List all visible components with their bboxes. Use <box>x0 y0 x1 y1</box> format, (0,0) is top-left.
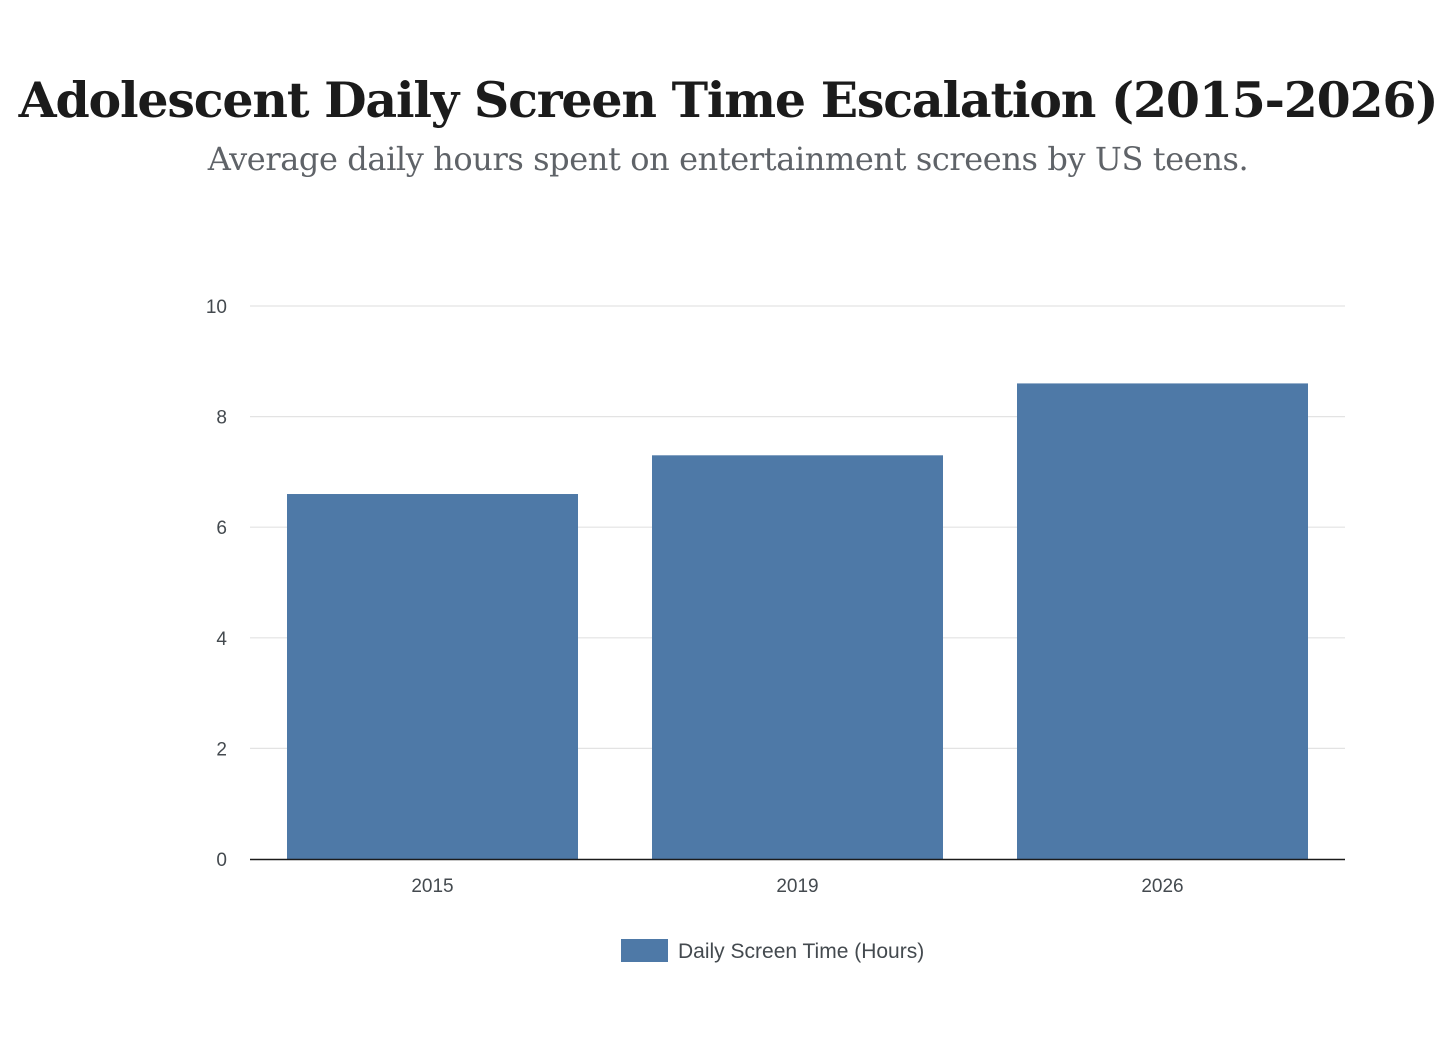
legend-swatch <box>621 939 668 962</box>
y-tick-label: 10 <box>206 297 227 318</box>
legend: Daily Screen Time (Hours) <box>621 939 924 963</box>
chart-subtitle: Average daily hours spent on entertainme… <box>207 140 1249 178</box>
y-tick-label: 4 <box>216 629 227 650</box>
y-axis-ticks: 0 2 4 6 8 10 <box>206 297 228 871</box>
y-tick-label: 2 <box>216 739 227 760</box>
x-tick-label: 2019 <box>776 876 818 897</box>
bar-2026 <box>1017 383 1308 859</box>
bar-2015 <box>287 494 578 859</box>
y-tick-label: 6 <box>216 518 227 539</box>
y-tick-label: 8 <box>216 408 227 429</box>
x-axis-ticks: 2015 2019 2026 <box>411 876 1183 897</box>
x-tick-label: 2026 <box>1141 876 1183 897</box>
chart-title: Adolescent Daily Screen Time Escalation … <box>18 71 1439 129</box>
x-tick-label: 2015 <box>411 876 453 897</box>
legend-label: Daily Screen Time (Hours) <box>678 940 924 963</box>
bar-2019 <box>652 455 943 859</box>
y-tick-label: 0 <box>216 850 227 871</box>
bars <box>287 383 1308 859</box>
